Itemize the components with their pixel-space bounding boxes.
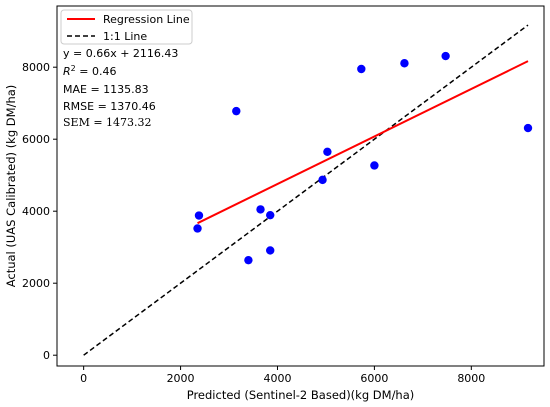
y-axis: 0 2000 4000 6000 8000 [22, 61, 57, 362]
stat-mae: MAE = 1135.83 [63, 83, 149, 96]
stat-r2: R2 = 0.46 [63, 64, 116, 79]
plot-frame [56, 5, 545, 367]
data-point [318, 175, 327, 185]
data-point [193, 224, 202, 233]
data-point [370, 161, 379, 170]
data-point [400, 59, 409, 68]
stat-sem: SEM = 1473.32 [63, 116, 152, 129]
stats-annotation: y = 0.66x + 2116.43 R2 = 0.46 MAE = 1135… [63, 47, 178, 129]
stat-r2-value: = 0.46 [76, 65, 117, 78]
x-tick-label: 6000 [360, 372, 388, 385]
data-point [523, 123, 533, 133]
y-tick-label: 2000 [22, 277, 50, 290]
stat-rmse: RMSE = 1370.46 [63, 100, 156, 113]
y-tick-label: 8000 [22, 61, 50, 74]
y-tick-label: 0 [43, 349, 50, 362]
y-tick-label: 6000 [22, 133, 50, 146]
data-point [266, 246, 275, 255]
x-tick-label: 8000 [457, 372, 485, 385]
x-tick-label: 2000 [167, 372, 195, 385]
legend: Regression Line 1:1 Line [60, 9, 193, 45]
legend-label-regression: Regression Line [103, 13, 190, 26]
stat-r2-symbol: R [63, 65, 71, 78]
data-point [441, 51, 450, 61]
data-point [244, 255, 253, 265]
x-axis-label: Predicted (Sentinel-2 Based)(kg DM/ha) [187, 388, 415, 402]
data-point [357, 64, 366, 74]
x-axis: 0 2000 4000 6000 8000 [80, 366, 485, 385]
y-tick-label: 4000 [22, 205, 50, 218]
x-tick-label: 4000 [263, 372, 291, 385]
y-axis-label: Actual (UAS Calibrated) (kg DM/ha) [4, 85, 18, 288]
data-point [256, 205, 265, 214]
legend-label-identity: 1:1 Line [103, 30, 147, 43]
data-point [266, 210, 275, 220]
data-point [323, 147, 332, 156]
data-point [194, 211, 204, 220]
identity-line [83, 24, 529, 356]
marks-layer [83, 24, 533, 356]
x-tick-label: 0 [80, 372, 87, 385]
stat-equation: y = 0.66x + 2116.43 [63, 47, 178, 60]
data-point [232, 106, 241, 116]
stat-r2-exponent: 2 [71, 64, 76, 73]
regression-line [197, 60, 529, 225]
